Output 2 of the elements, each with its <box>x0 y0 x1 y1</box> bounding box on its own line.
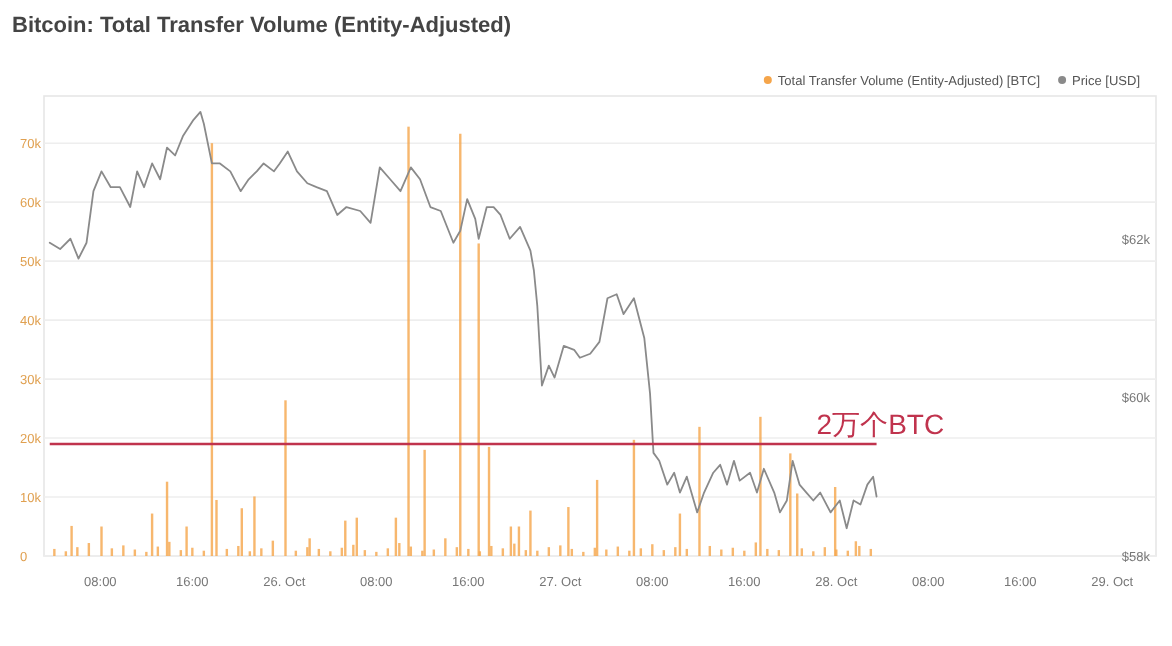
ref-line-label: 2万个BTC <box>816 407 945 440</box>
chart-title: Bitcoin: Total Transfer Volume (Entity-Adjusted) <box>12 14 512 38</box>
